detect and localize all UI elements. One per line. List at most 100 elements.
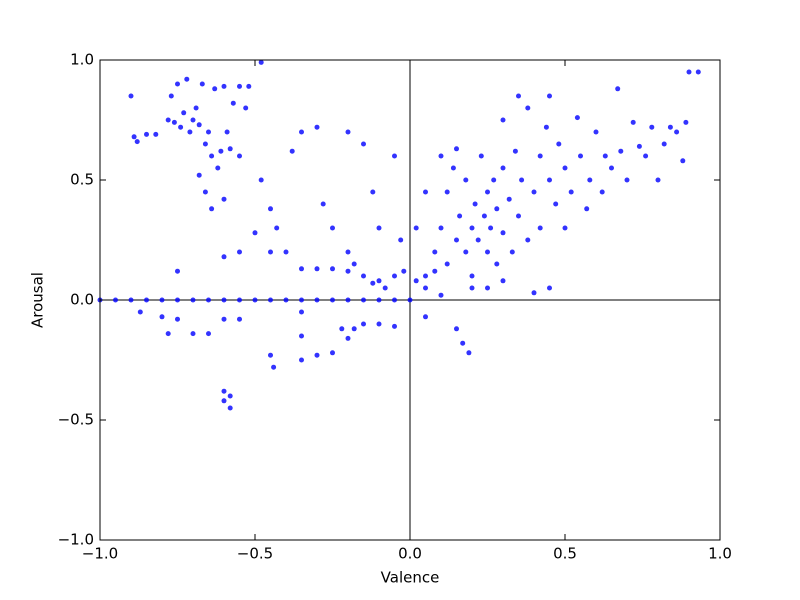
point	[209, 153, 215, 159]
point	[193, 105, 199, 111]
point	[215, 165, 221, 171]
point	[609, 165, 614, 171]
point	[475, 237, 481, 243]
point	[202, 141, 208, 147]
point	[525, 237, 531, 243]
point	[212, 86, 218, 92]
point	[202, 189, 208, 195]
point	[537, 225, 543, 231]
point	[178, 124, 184, 130]
point	[630, 119, 636, 125]
point	[463, 177, 469, 183]
point	[196, 172, 202, 178]
x-tick-label: 0.0	[398, 545, 422, 563]
point	[423, 285, 428, 291]
point	[683, 119, 689, 125]
point	[537, 153, 543, 159]
point	[227, 405, 233, 411]
point	[667, 124, 673, 130]
point	[525, 105, 531, 111]
point	[175, 268, 180, 274]
point	[438, 153, 444, 159]
point	[578, 153, 583, 159]
point	[469, 273, 475, 279]
point	[407, 297, 413, 303]
point	[649, 124, 655, 130]
y-axis-label: Arousal	[29, 272, 47, 328]
point	[413, 225, 419, 231]
point	[466, 350, 472, 356]
point	[268, 206, 273, 212]
point	[547, 177, 552, 183]
y-tick-label: 1.0	[70, 51, 94, 69]
x-tick-label: 0.5	[553, 545, 577, 563]
point	[593, 129, 599, 135]
point	[283, 249, 289, 255]
point	[376, 321, 382, 327]
point	[543, 124, 549, 130]
point	[680, 158, 686, 164]
point	[602, 153, 608, 159]
point	[500, 117, 506, 123]
point	[568, 189, 574, 195]
point	[485, 285, 490, 291]
point	[252, 230, 258, 236]
point	[488, 225, 494, 231]
point	[531, 290, 537, 296]
point	[587, 177, 593, 183]
point	[599, 189, 605, 195]
point	[314, 352, 320, 358]
point	[661, 141, 667, 147]
point	[519, 177, 525, 183]
point	[454, 146, 459, 152]
point	[196, 122, 202, 128]
point	[268, 297, 273, 303]
point	[547, 93, 552, 99]
point	[401, 268, 407, 274]
point	[299, 309, 304, 315]
point	[299, 333, 304, 339]
point	[268, 249, 273, 255]
point	[444, 261, 450, 267]
point	[624, 177, 630, 183]
point	[227, 393, 233, 399]
point	[345, 129, 351, 135]
point	[128, 297, 134, 303]
point	[398, 237, 404, 243]
point	[423, 314, 428, 320]
point	[516, 93, 521, 99]
point	[153, 131, 159, 137]
point	[392, 297, 397, 303]
point	[636, 143, 642, 149]
point	[491, 177, 497, 183]
y-tick-label: 0.5	[70, 171, 94, 189]
point	[159, 314, 165, 320]
point	[131, 134, 137, 140]
point	[206, 331, 211, 337]
point	[134, 139, 140, 145]
point	[556, 141, 562, 147]
point	[171, 119, 177, 125]
point	[423, 273, 428, 279]
point	[472, 201, 478, 207]
point	[175, 316, 180, 322]
point	[481, 213, 487, 219]
point	[237, 249, 242, 255]
point	[512, 148, 518, 154]
point	[237, 316, 242, 322]
y-tick-label: −1.0	[58, 531, 94, 549]
point	[376, 225, 382, 231]
point	[547, 285, 552, 291]
point	[500, 278, 506, 284]
point	[299, 357, 304, 363]
point	[184, 76, 190, 82]
point	[274, 225, 280, 231]
point	[584, 206, 590, 212]
point	[370, 280, 376, 286]
point	[361, 141, 366, 147]
point	[460, 340, 466, 346]
point	[206, 129, 211, 135]
point	[469, 225, 475, 231]
point	[320, 201, 326, 207]
